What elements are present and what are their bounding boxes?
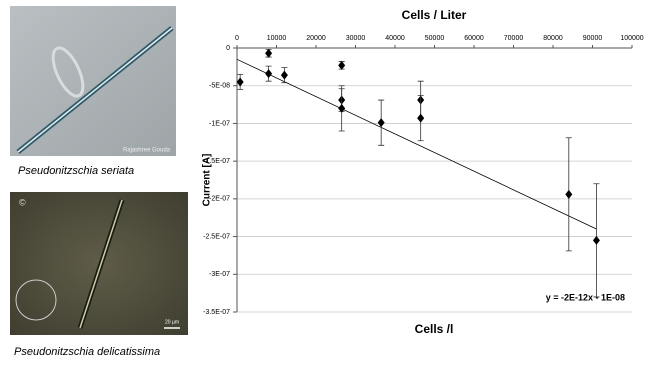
point bbox=[338, 103, 346, 113]
chart: Cells / Liter Cells /l Current [A] 0 -5E-… bbox=[202, 8, 644, 336]
x-axis-title: Cells /l bbox=[415, 322, 454, 336]
x-tick-label: 50000 bbox=[425, 35, 445, 42]
trendline-equation: y = -2E-12x - 1E-08 bbox=[546, 292, 625, 302]
point bbox=[265, 48, 273, 58]
y-tick-label: -1.5E-07 bbox=[203, 158, 230, 165]
point bbox=[280, 70, 288, 80]
micrograph-2: © 20 µm bbox=[10, 192, 188, 335]
point bbox=[417, 113, 425, 123]
point bbox=[377, 118, 385, 128]
y-tick-label: -3E-07 bbox=[209, 271, 230, 278]
caption: Pseudonitzschia seriata bbox=[18, 165, 134, 177]
y-tick-label: -5E-08 bbox=[209, 83, 230, 90]
x-tick-label: 0 bbox=[235, 35, 239, 42]
point bbox=[236, 77, 244, 87]
x-tick-label: 70000 bbox=[504, 35, 524, 42]
scale-bar-label: 20 µm bbox=[165, 319, 179, 325]
point bbox=[338, 60, 346, 70]
y-tick-label: 0 bbox=[226, 45, 230, 52]
point bbox=[565, 189, 573, 199]
x-tick-label: 80000 bbox=[543, 35, 563, 42]
y-tick-label: -2.5E-07 bbox=[203, 233, 230, 240]
y-tick-label: -2E-07 bbox=[209, 196, 230, 203]
x-tick-label: 20000 bbox=[306, 35, 326, 42]
caption: Pseudonitzschia delicatissima bbox=[14, 346, 160, 358]
x-tick-label: 60000 bbox=[464, 35, 484, 42]
point bbox=[265, 69, 273, 79]
chart-title: Cells / Liter bbox=[402, 8, 467, 22]
x-tick-label: 40000 bbox=[385, 35, 405, 42]
credit: Rajashree Gouda bbox=[123, 148, 171, 154]
x-tick-label: 90000 bbox=[583, 35, 603, 42]
point bbox=[592, 235, 600, 245]
x-tick-label: 10000 bbox=[267, 35, 287, 42]
x-tick-label: 100000 bbox=[620, 35, 643, 42]
micrograph-1: Rajashree Gouda bbox=[10, 6, 176, 156]
y-tick-label: -1E-07 bbox=[209, 120, 230, 127]
x-tick-label: 30000 bbox=[346, 35, 366, 42]
copyright: © bbox=[19, 197, 26, 207]
y-axis-title: Current [A] bbox=[202, 154, 213, 207]
trendline bbox=[236, 58, 597, 230]
y-tick-label: -3.5E-07 bbox=[203, 309, 230, 316]
